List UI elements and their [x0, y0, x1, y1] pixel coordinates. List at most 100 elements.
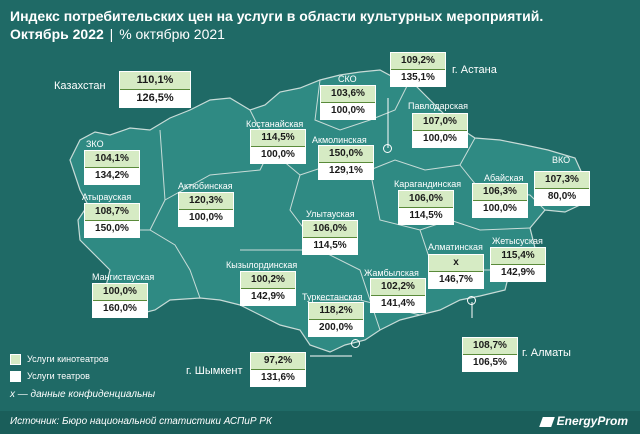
legend-cinema: Услуги кинотеатров	[10, 354, 109, 366]
astana-city-marker	[383, 144, 392, 153]
box-kyzylorda: 100,2% 142,9%	[240, 271, 296, 306]
confidential-note: х — данные конфиденциальны	[10, 389, 156, 400]
label-turkestan: Туркестанская	[302, 292, 363, 302]
kazakhstan-theatre-value: 126,5%	[120, 90, 190, 107]
aktobe-cinema-value: 120,3%	[179, 193, 233, 210]
zko-theatre-value: 134,2%	[85, 168, 139, 184]
label-kazakhstan: Казахстан	[54, 80, 106, 92]
label-mangistau: Мангистауская	[92, 272, 155, 282]
legend-theatre-swatch	[10, 371, 21, 383]
label-sko: СКО	[338, 74, 357, 84]
zhetysu-cinema-value: 115,4%	[491, 248, 545, 265]
subtitle-period: Октябрь 2022	[10, 26, 104, 42]
ulytau-cinema-value: 106,0%	[303, 221, 357, 238]
vko-theatre-value: 80,0%	[535, 189, 589, 205]
label-zhetysu: Жетысуская	[492, 236, 543, 246]
kazakhstan-cinema-value: 110,1%	[120, 72, 190, 90]
label-shymkent: г. Шымкент	[186, 365, 243, 377]
box-zko: 104,1% 134,2%	[84, 150, 140, 185]
mangistau-theatre-value: 160,0%	[93, 301, 147, 317]
akmola-theatre-value: 129,1%	[319, 163, 373, 179]
kostanay-theatre-value: 100,0%	[251, 147, 305, 163]
box-zhetysu: 115,4% 142,9%	[490, 247, 546, 282]
box-abai: 106,3% 100,0%	[472, 183, 528, 218]
box-zhambyl: 102,2% 141,4%	[370, 278, 426, 313]
legend-theatre: Услуги театров	[10, 371, 90, 383]
box-almaty-city: 108,7% 106,5%	[462, 337, 518, 372]
astana-cinema-value: 109,2%	[391, 53, 445, 70]
turkestan-cinema-value: 118,2%	[309, 303, 363, 320]
astana-theatre-value: 135,1%	[391, 70, 445, 86]
box-aktobe: 120,3% 100,0%	[178, 192, 234, 227]
label-astana: г. Астана	[452, 64, 497, 76]
mangistau-cinema-value: 100,0%	[93, 284, 147, 301]
source-text: Источник: Бюро национальной статистики А…	[10, 416, 272, 427]
box-atyrau: 108,7% 150,0%	[84, 203, 140, 238]
label-pavlodar: Павлодарская	[408, 101, 468, 111]
label-kostanay: Костанайская	[246, 119, 304, 129]
sko-theatre-value: 100,0%	[321, 103, 375, 119]
box-mangistau: 100,0% 160,0%	[92, 283, 148, 318]
label-almaty-city: г. Алматы	[522, 347, 571, 359]
label-atyrau: Атырауская	[82, 192, 132, 202]
box-almaty-region: x 146,7%	[428, 254, 484, 289]
pavlodar-theatre-value: 100,0%	[413, 131, 467, 147]
label-karaganda: Карагандинская	[394, 179, 462, 189]
box-shymkent: 97,2% 131,6%	[250, 352, 306, 387]
label-zhambyl: Жамбылская	[364, 268, 419, 278]
box-karaganda: 106,0% 114,5%	[398, 190, 454, 225]
energyprom-logo: EnergyProm	[538, 414, 628, 428]
legend-cinema-label: Услуги кинотеатров	[27, 354, 109, 364]
box-ulytau: 106,0% 114,5%	[302, 220, 358, 255]
zhetysu-theatre-value: 142,9%	[491, 265, 545, 281]
zhambyl-theatre-value: 141,4%	[371, 296, 425, 312]
kyzylorda-cinema-value: 100,2%	[241, 272, 295, 289]
label-akmola: Акмолинская	[312, 135, 367, 145]
shymkent-cinema-value: 97,2%	[251, 353, 305, 370]
abai-theatre-value: 100,0%	[473, 201, 527, 217]
ulytau-theatre-value: 114,5%	[303, 238, 357, 254]
zko-cinema-value: 104,1%	[85, 151, 139, 168]
shymkent-city-marker	[351, 339, 360, 348]
atyrau-cinema-value: 108,7%	[85, 204, 139, 221]
logo-mark-icon	[538, 416, 555, 427]
box-astana: 109,2% 135,1%	[390, 52, 446, 87]
label-zko: ЗКО	[86, 139, 104, 149]
turkestan-theatre-value: 200,0%	[309, 320, 363, 336]
subtitle-base: % октябрю 2021	[119, 26, 225, 42]
box-kostanay: 114,5% 100,0%	[250, 129, 306, 164]
label-aktobe: Актюбинская	[178, 181, 233, 191]
subtitle-separator: |	[109, 26, 114, 42]
logo-text: EnergyProm	[556, 414, 628, 428]
box-pavlodar: 107,0% 100,0%	[412, 113, 468, 148]
kostanay-cinema-value: 114,5%	[251, 130, 305, 147]
legend-theatre-label: Услуги театров	[27, 371, 90, 381]
page-subtitle: Октябрь 2022 | % октябрю 2021	[10, 25, 225, 43]
almaty-city-marker	[467, 296, 476, 305]
zhambyl-cinema-value: 102,2%	[371, 279, 425, 296]
almaty-city-theatre-value: 106,5%	[463, 355, 517, 371]
page-title: Индекс потребительских цен на услуги в о…	[10, 8, 544, 24]
box-vko: 107,3% 80,0%	[534, 171, 590, 206]
karaganda-cinema-value: 106,0%	[399, 191, 453, 208]
aktobe-theatre-value: 100,0%	[179, 210, 233, 226]
atyrau-theatre-value: 150,0%	[85, 221, 139, 237]
almaty-region-theatre-value: 146,7%	[429, 272, 483, 288]
label-abai: Абайская	[484, 173, 524, 183]
label-ulytau: Улытауская	[306, 209, 355, 219]
kyzylorda-theatre-value: 142,9%	[241, 289, 295, 305]
legend-cinema-swatch	[10, 354, 21, 366]
box-kazakhstan: 110,1% 126,5%	[119, 71, 191, 108]
akmola-cinema-value: 150,0%	[319, 146, 373, 163]
vko-cinema-value: 107,3%	[535, 172, 589, 189]
abai-cinema-value: 106,3%	[473, 184, 527, 201]
sko-cinema-value: 103,6%	[321, 86, 375, 103]
box-akmola: 150,0% 129,1%	[318, 145, 374, 180]
footer-bar	[0, 411, 640, 434]
pavlodar-cinema-value: 107,0%	[413, 114, 467, 131]
almaty-region-cinema-value: x	[429, 255, 483, 272]
karaganda-theatre-value: 114,5%	[399, 208, 453, 224]
almaty-city-cinema-value: 108,7%	[463, 338, 517, 355]
box-sko: 103,6% 100,0%	[320, 85, 376, 120]
box-turkestan: 118,2% 200,0%	[308, 302, 364, 337]
